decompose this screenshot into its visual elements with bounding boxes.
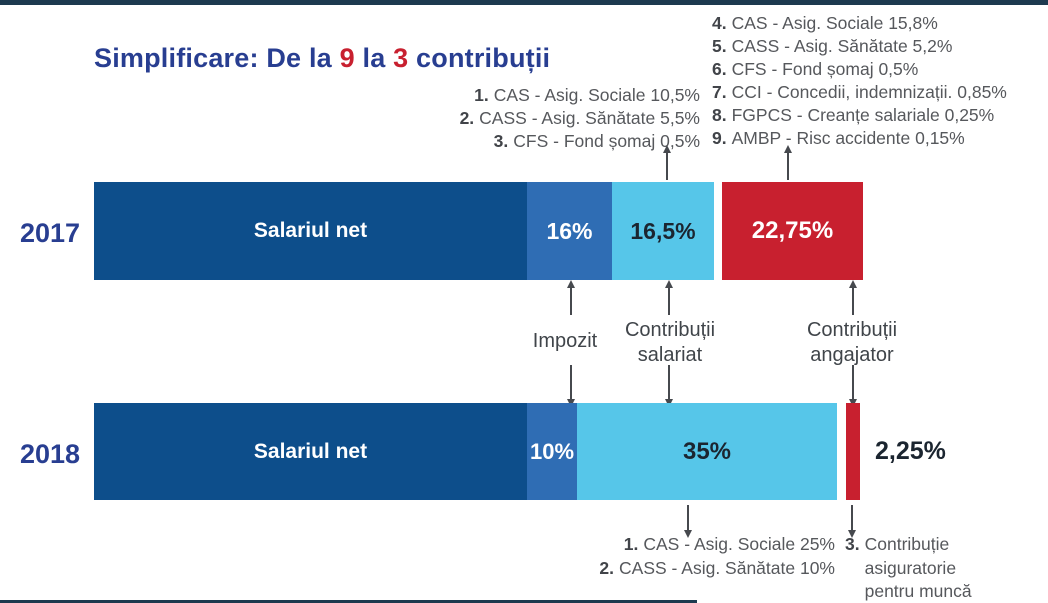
employee-2017-contributions-list: 1. CAS - Asig. Sociale 10,5% 2. CASS - Asi… xyxy=(460,84,700,153)
segment-label: Salariul net xyxy=(253,439,368,463)
item-number: 8. xyxy=(712,105,727,125)
flow-label-impozit: Impozit xyxy=(532,330,598,352)
item-number: 7. xyxy=(712,82,727,102)
segment-label: 35% xyxy=(682,437,732,465)
list-item: 3. CFS - Fond șomaj 0,5% xyxy=(460,130,700,153)
list-item: 1. CAS - Asig. Sociale 25% xyxy=(599,533,835,557)
arrow-down-icon xyxy=(848,365,857,407)
flow-label-contributii-angajator: Contribuții angajator xyxy=(807,318,897,368)
item-number: 1. xyxy=(474,85,489,105)
item-text: CASS - Asig. Sănătate 5,2% xyxy=(731,36,953,56)
arrow-up-icon xyxy=(848,280,857,315)
segment-label: 10% xyxy=(529,438,575,464)
item-text: FGPCS - Creanțe salariale 0,25% xyxy=(731,105,995,125)
year-label-2018: 2018 xyxy=(19,439,81,469)
list-item: 7. CCI - Concedii, indemnizații. 0,85% xyxy=(712,81,1007,104)
item-text: CFS - Fond șomaj 0,5% xyxy=(731,59,919,79)
title-part1: Simplificare: De la xyxy=(94,43,340,74)
item-text-line: pentru muncă xyxy=(864,581,972,601)
bar-2018-angajator-segment xyxy=(846,403,860,500)
bar-2017-salariat-segment: 16,5% xyxy=(612,182,714,280)
item-text: CFS - Fond șomaj 0,5% xyxy=(513,131,700,151)
item-number: 2. xyxy=(599,557,615,578)
bar-2018-salariat-segment: 35% xyxy=(577,403,837,500)
list-item: 8. FGPCS - Creanțe salariale 0,25% xyxy=(712,104,1007,127)
bar-2018-angajator-value-label: 2,25% xyxy=(875,437,946,465)
item-number: 3. xyxy=(845,534,860,554)
list-item: 2. CASS - Asig. Sănătate 10% xyxy=(599,557,835,581)
employer-2017-contributions-list: 4. CAS - Asig. Sociale 15,8% 5. CASS - Asi… xyxy=(712,12,1007,150)
arrow-up-icon xyxy=(662,145,671,180)
top-border-line xyxy=(0,0,1048,5)
item-text: CASS - Asig. Sănătate 10% xyxy=(619,557,835,578)
flow-label-line: salariat xyxy=(637,344,703,366)
item-number: 6. xyxy=(712,59,727,79)
arrow-down-icon xyxy=(683,505,692,538)
bar-2017-impozit-segment: 16% xyxy=(527,182,612,280)
item-text-line: Contribuție xyxy=(864,534,950,554)
item-number: 4. xyxy=(712,13,727,33)
segment-label: 16,5% xyxy=(630,217,696,244)
bar-2017-net-segment: Salariul net xyxy=(94,182,527,280)
page-title: Simplificare: De la 9 la 3 contribuții xyxy=(94,43,550,74)
item-text-line: asiguratorie xyxy=(864,557,957,578)
list-item: 9. AMBP - Risc accidente 0,15% xyxy=(712,127,1007,150)
bar-2017-angajator-segment: 22,75% xyxy=(722,182,863,280)
bottom-border-line xyxy=(0,600,697,603)
flow-label-contributii-salariat: Contribuții salariat xyxy=(625,318,715,368)
title-part2: la xyxy=(354,43,394,74)
item-text: Contribuție asiguratorie pentru muncă xyxy=(865,533,972,603)
item-number: 2. xyxy=(459,108,475,128)
employer-2018-contribution-item: 3. Contribuție asiguratorie pentru muncă xyxy=(845,533,972,603)
list-item: 4. CAS - Asig. Sociale 15,8% xyxy=(712,12,1007,35)
title-number-from: 9 xyxy=(339,43,355,74)
item-number: 5. xyxy=(712,36,727,56)
item-text: CCI - Concedii, indemnizații. 0,85% xyxy=(731,82,1007,102)
arrow-down-icon xyxy=(566,365,575,407)
segment-label: 16% xyxy=(546,217,593,244)
bar-2018-net-segment: Salariul net xyxy=(94,403,527,500)
item-text: CAS - Asig. Sociale 15,8% xyxy=(731,13,938,33)
flow-label-line: Contribuții xyxy=(624,319,716,341)
arrow-up-icon xyxy=(566,280,575,315)
segment-label: 22,75% xyxy=(751,217,834,244)
item-text: CAS - Asig. Sociale 25% xyxy=(643,534,835,554)
item-text: AMBP - Risc accidente 0,15% xyxy=(731,128,965,148)
bar-2018-impozit-segment: 10% xyxy=(527,403,577,500)
item-number: 1. xyxy=(623,534,639,554)
list-item: 6. CFS - Fond șomaj 0,5% xyxy=(712,58,1007,81)
flow-label-line: angajator xyxy=(810,344,894,366)
flow-label-line: Contribuții xyxy=(806,319,898,341)
item-text: CAS - Asig. Sociale 10,5% xyxy=(493,85,700,105)
title-number-to: 3 xyxy=(393,43,409,74)
list-item: 1. CAS - Asig. Sociale 10,5% xyxy=(460,84,700,107)
arrow-up-icon xyxy=(783,145,792,180)
segment-label: Salariul net xyxy=(253,219,368,242)
arrow-down-icon xyxy=(664,365,673,407)
item-number: 3. xyxy=(493,131,509,151)
arrow-up-icon xyxy=(664,280,673,315)
employee-2018-contributions-list: 1. CAS - Asig. Sociale 25% 2. CASS - Asig.… xyxy=(599,533,835,580)
year-label-2017: 2017 xyxy=(19,218,81,248)
list-item: 5. CASS - Asig. Sănătate 5,2% xyxy=(712,35,1007,58)
title-part3: contribuții xyxy=(408,43,551,74)
arrow-down-icon xyxy=(847,505,856,538)
item-number: 9. xyxy=(712,128,727,148)
item-text: CASS - Asig. Sănătate 5,5% xyxy=(479,108,700,128)
list-item: 2. CASS - Asig. Sănătate 5,5% xyxy=(460,107,700,130)
